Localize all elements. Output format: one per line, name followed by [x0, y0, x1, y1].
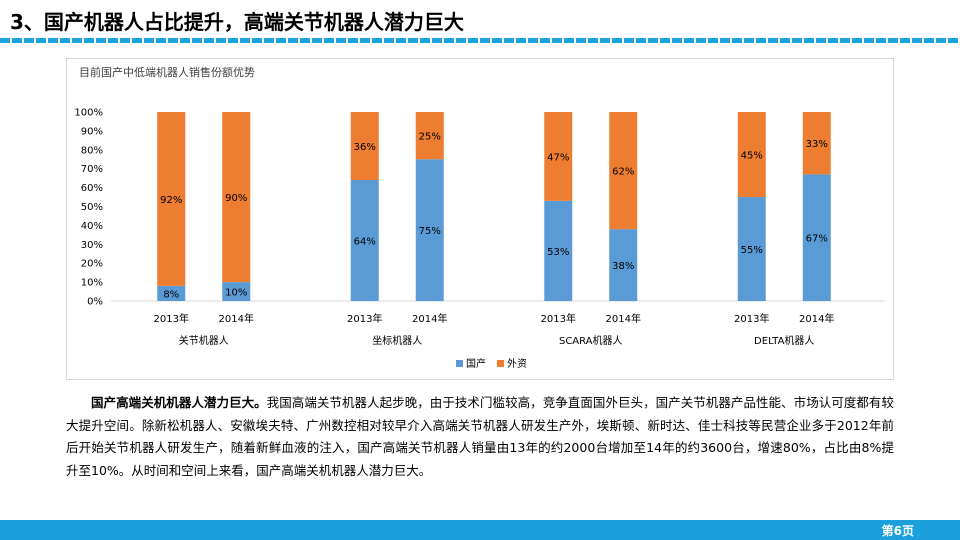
bar-domestic: [157, 285, 186, 301]
data-label-foreign: 62%: [612, 167, 634, 178]
x-tick-label: 2013年: [154, 312, 189, 325]
bar-foreign: [737, 112, 766, 198]
bar-foreign: [802, 112, 831, 175]
data-label-foreign: 36%: [354, 142, 376, 153]
title-divider: [0, 38, 960, 43]
data-label-domestic: 75%: [419, 226, 441, 237]
data-label-foreign: 92%: [160, 195, 182, 206]
data-label-foreign: 90%: [225, 193, 247, 204]
data-label-domestic: 53%: [547, 247, 569, 258]
footer-bar: 第6页: [0, 520, 960, 540]
x-tick-label: 2014年: [799, 312, 834, 325]
data-label-domestic: 55%: [741, 245, 763, 256]
group-label: SCARA机器人: [559, 334, 623, 347]
legend-label-foreign: 外资: [507, 358, 527, 370]
y-tick-label: 60%: [81, 183, 103, 194]
group-label: 关节机器人: [179, 334, 229, 347]
data-label-foreign: 47%: [547, 152, 569, 163]
bar-foreign: [609, 112, 638, 230]
paragraph-lead: 国产高端关机机器人潜力巨大。: [91, 395, 267, 410]
data-label-domestic: 8%: [163, 289, 179, 300]
data-label-domestic: 67%: [806, 234, 828, 245]
bar-domestic: [350, 180, 379, 301]
bar-domestic: [415, 159, 444, 301]
bar-foreign: [222, 112, 251, 283]
x-tick-label: 2014年: [219, 312, 254, 325]
data-label-foreign: 45%: [741, 151, 763, 162]
data-label-domestic: 64%: [354, 237, 376, 248]
legend-label-domestic: 国产: [466, 357, 486, 370]
bar-domestic: [222, 282, 251, 301]
y-tick-label: 20%: [81, 259, 103, 270]
page-title: 3、国产机器人占比提升，高端关节机器人潜力巨大: [10, 10, 464, 34]
chart-container: 目前国产中低端机器人销售份额优势 0% 10% 20% 30% 40% 50% 60% 70% 8…: [66, 58, 894, 380]
bar-foreign: [350, 112, 379, 181]
y-tick-label: 90%: [81, 126, 103, 137]
x-tick-label: 2014年: [412, 312, 447, 325]
page-number: 第6页: [881, 524, 914, 538]
legend-swatch-domestic: [456, 360, 463, 367]
x-tick-label: 2013年: [541, 312, 576, 325]
y-tick-label: 30%: [81, 240, 103, 251]
x-tick-label: 2013年: [734, 312, 769, 325]
y-tick-label: 10%: [81, 278, 103, 289]
legend-swatch-foreign: [497, 360, 504, 367]
chart-title: 目前国产中低端机器人销售份额优势: [79, 65, 255, 79]
group-label: 坐标机器人: [372, 334, 422, 347]
bar-domestic: [609, 229, 638, 301]
data-label-foreign: 25%: [419, 132, 441, 143]
stacked-bar-chart: 目前国产中低端机器人销售份额优势 0% 10% 20% 30% 40% 50% 60% 70% 8…: [74, 65, 885, 370]
y-tick-label: 80%: [81, 145, 103, 156]
y-tick-label: 0%: [87, 297, 103, 308]
bar-domestic: [802, 174, 831, 301]
bar-domestic: [544, 200, 573, 301]
bar-foreign: [544, 112, 573, 201]
y-tick-label: 100%: [74, 108, 103, 119]
data-label-foreign: 33%: [806, 139, 828, 150]
data-label-domestic: 38%: [612, 261, 634, 272]
description-paragraph: 国产高端关机机器人潜力巨大。我国高端关节机器人起步晚，由于技术门槛较高，竞争直面…: [66, 392, 894, 482]
paragraph-body: 我国高端关节机器人起步晚，由于技术门槛较高，竞争直面国外巨头，国产关节机器产品性…: [66, 395, 894, 478]
bar-foreign: [157, 112, 186, 286]
x-tick-label: 2014年: [606, 312, 641, 325]
x-tick-label: 2013年: [347, 312, 382, 325]
bar-foreign: [415, 112, 444, 160]
y-tick-label: 40%: [81, 221, 103, 232]
bar-domestic: [737, 197, 766, 301]
y-tick-label: 70%: [81, 164, 103, 175]
y-tick-label: 50%: [81, 202, 103, 213]
group-label: DELTA机器人: [754, 334, 814, 347]
data-label-domestic: 10%: [225, 288, 247, 299]
